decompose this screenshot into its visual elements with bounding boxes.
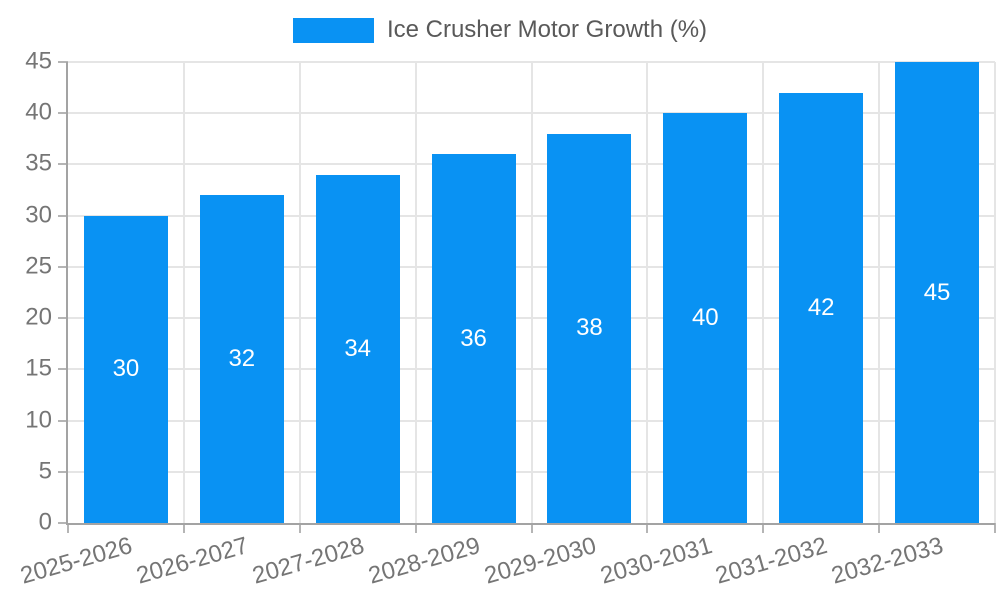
bar[interactable] [199, 195, 284, 523]
bar[interactable] [547, 133, 632, 523]
bar-value-label: 38 [576, 314, 603, 342]
legend-label[interactable]: Ice Crusher Motor Growth (%) [386, 16, 708, 43]
x-axis-tick [994, 523, 996, 533]
x-tick-label: 2025-2026 [17, 532, 136, 590]
x-gridline [878, 62, 881, 523]
y-tick-label: 10 [25, 405, 52, 433]
x-axis-tick [530, 523, 533, 533]
x-tick-label: 2026-2027 [133, 532, 252, 590]
y-tick-label: 0 [38, 508, 52, 536]
x-axis-tick [182, 523, 185, 533]
y-axis-tick [58, 317, 68, 320]
x-axis-tick [646, 523, 649, 533]
x-gridline [298, 62, 301, 523]
x-tick-label: 2029-2030 [481, 532, 599, 590]
y-axis-tick [58, 112, 68, 115]
bar-value-label: 45 [923, 278, 951, 306]
y-axis-tick [58, 163, 68, 166]
y-axis-tick [58, 61, 68, 63]
y-axis-tick [58, 368, 68, 371]
x-gridline [762, 62, 765, 523]
bar-value-label: 32 [228, 345, 256, 373]
y-axis-tick [58, 214, 68, 217]
bar[interactable] [779, 92, 864, 523]
x-tick-label: 2030-2031 [596, 532, 715, 590]
y-tick-label: 5 [38, 457, 52, 485]
x-axis-tick [414, 523, 417, 533]
chart-legend[interactable]: Ice Crusher Motor Growth (%) [0, 16, 1000, 44]
bar[interactable] [663, 113, 748, 523]
y-axis-tick [58, 470, 68, 473]
bar[interactable] [83, 215, 168, 523]
bar[interactable] [895, 62, 980, 523]
bar-value-label: 36 [460, 324, 487, 352]
x-tick-label: 2027-2028 [249, 532, 368, 590]
x-axis-tick [67, 523, 69, 533]
y-axis-tick [58, 265, 68, 268]
y-tick-label: 15 [25, 354, 52, 382]
x-gridline [182, 62, 185, 523]
x-gridline [530, 62, 533, 523]
y-tick-label: 30 [25, 201, 52, 229]
x-axis-line [66, 523, 995, 525]
bar[interactable] [431, 154, 516, 523]
x-axis-tick [762, 523, 765, 533]
x-gridline [994, 62, 996, 523]
y-tick-label: 35 [25, 149, 52, 177]
y-axis-line [66, 62, 68, 525]
y-tick-label: 20 [25, 303, 52, 331]
y-tick-label: 45 [25, 47, 52, 75]
bar-value-label: 42 [807, 293, 835, 321]
x-gridline [646, 62, 649, 523]
bar[interactable] [315, 174, 400, 523]
y-axis-tick [58, 522, 68, 524]
x-tick-label: 2031-2032 [712, 532, 831, 590]
x-axis-tick [878, 523, 881, 533]
bar-value-label: 40 [691, 304, 719, 332]
bar-value-label: 30 [112, 355, 140, 383]
x-axis-tick [298, 523, 301, 533]
x-gridline [414, 62, 417, 523]
x-tick-label: 2028-2029 [365, 532, 484, 590]
y-tick-label: 25 [25, 252, 52, 280]
bar-value-label: 34 [344, 334, 372, 362]
legend-swatch[interactable] [292, 17, 374, 43]
y-axis-tick [58, 419, 68, 422]
y-tick-label: 40 [25, 98, 52, 126]
x-tick-label: 2032-2033 [828, 532, 947, 590]
